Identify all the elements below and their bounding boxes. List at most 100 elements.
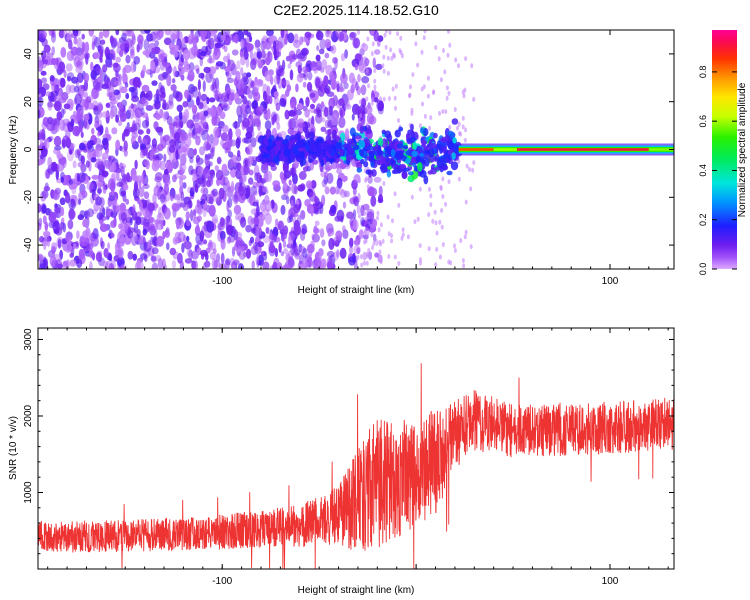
spectral-blob xyxy=(141,84,150,93)
spectral-blob xyxy=(442,48,445,53)
spectral-blob xyxy=(48,211,57,223)
spectral-blob xyxy=(159,31,164,38)
spectral-blob xyxy=(325,64,333,76)
spectral-blob xyxy=(328,157,336,163)
spectral-blob xyxy=(44,59,48,65)
spectral-blob xyxy=(359,125,364,134)
spectral-blob xyxy=(209,133,215,144)
spectral-blob xyxy=(190,86,198,92)
spectral-blob xyxy=(46,236,51,248)
spectral-blob xyxy=(382,68,386,74)
y-tick-label: 0 xyxy=(23,146,34,152)
spectral-blob xyxy=(68,198,77,210)
spectral-blob xyxy=(113,89,120,96)
spectral-blob xyxy=(142,219,150,227)
spectral-blob xyxy=(84,79,88,92)
spectral-blob xyxy=(105,261,112,269)
spectral-blob xyxy=(444,109,448,115)
colorbar-tick-label: 0.0 xyxy=(698,263,708,276)
spectral-blob xyxy=(83,72,90,83)
spectral-blob xyxy=(344,49,348,59)
spectral-blob xyxy=(221,34,226,41)
spectral-blob xyxy=(449,260,453,266)
spectral-blob xyxy=(227,209,232,219)
spectral-blob xyxy=(302,81,307,88)
spectral-blob xyxy=(200,93,208,101)
spectral-blob xyxy=(263,41,267,50)
spectral-blob xyxy=(349,31,357,39)
spectral-blob xyxy=(195,135,201,146)
spectral-blob xyxy=(68,179,74,185)
spectral-blob xyxy=(64,241,73,253)
spectral-blob xyxy=(346,147,354,156)
spectral-blob xyxy=(38,158,44,165)
snr-x-axis-label: Height of straight line (km) xyxy=(298,585,415,596)
spectral-blob xyxy=(366,36,370,42)
spectral-blob xyxy=(365,260,369,266)
spectral-blob xyxy=(133,180,139,192)
spectral-blob xyxy=(273,40,277,50)
spectral-blob xyxy=(93,51,101,59)
spectral-blob xyxy=(162,231,166,240)
spectral-blob xyxy=(315,77,321,89)
spectral-blob xyxy=(250,80,255,88)
spectral-blob xyxy=(298,171,307,180)
snr-frame xyxy=(37,327,675,570)
spectral-blob xyxy=(102,30,110,38)
spectral-blob xyxy=(236,83,241,90)
spectral-blob xyxy=(172,236,179,245)
spectral-blob xyxy=(393,167,400,174)
spectral-blob xyxy=(196,239,205,246)
spectral-blob xyxy=(331,139,338,145)
spectral-blob xyxy=(336,188,345,195)
spectral-blob xyxy=(284,36,288,45)
spectral-blob xyxy=(212,51,220,61)
spectral-blob xyxy=(276,51,282,57)
spectral-blob xyxy=(422,35,426,41)
spectral-blob xyxy=(54,124,60,133)
spectral-blob xyxy=(166,74,172,87)
spectral-blob xyxy=(152,147,160,153)
spectral-blob xyxy=(111,95,117,105)
spectral-blob xyxy=(99,48,104,58)
spectral-blob xyxy=(256,105,262,117)
spectral-blob xyxy=(221,102,229,109)
spectral-blob xyxy=(73,38,78,45)
spectral-blob xyxy=(447,90,451,96)
spectral-blob xyxy=(105,102,111,108)
spectral-blob xyxy=(369,152,375,162)
spectral-blob xyxy=(297,103,303,110)
spectral-blob xyxy=(289,207,296,218)
spectral-blob xyxy=(360,84,367,96)
spectral-blob xyxy=(346,89,354,101)
spectral-blob xyxy=(88,248,93,258)
spectral-blob xyxy=(43,185,51,192)
spectral-blob xyxy=(388,30,392,36)
spectral-blob xyxy=(326,223,334,234)
spectral-blob xyxy=(397,261,401,266)
spectral-blob xyxy=(457,159,461,164)
spectral-blob xyxy=(192,216,201,225)
spectral-blob xyxy=(278,242,282,253)
spectral-blob xyxy=(295,117,299,129)
spectral-blob xyxy=(99,39,106,45)
spectral-blob xyxy=(358,99,362,105)
spectral-blob xyxy=(137,77,141,89)
spectral-blob xyxy=(137,117,142,128)
spectral-blob xyxy=(171,260,177,269)
spectral-blob xyxy=(377,35,384,42)
spectral-blob xyxy=(353,196,360,207)
spectral-blob xyxy=(180,191,185,202)
spectral-blob xyxy=(403,145,408,150)
colorbar-tick-label: 0.6 xyxy=(698,115,708,128)
spectral-blob xyxy=(370,232,374,238)
spectral-blob xyxy=(240,77,244,86)
spectral-blob xyxy=(57,68,65,74)
spectral-blob xyxy=(182,202,189,212)
spectral-blob xyxy=(53,117,61,127)
spectral-blob xyxy=(113,62,119,68)
spectral-blob xyxy=(310,206,314,217)
spectral-blob xyxy=(120,165,125,178)
spectral-blob xyxy=(116,181,124,188)
spectral-blob xyxy=(88,30,95,37)
